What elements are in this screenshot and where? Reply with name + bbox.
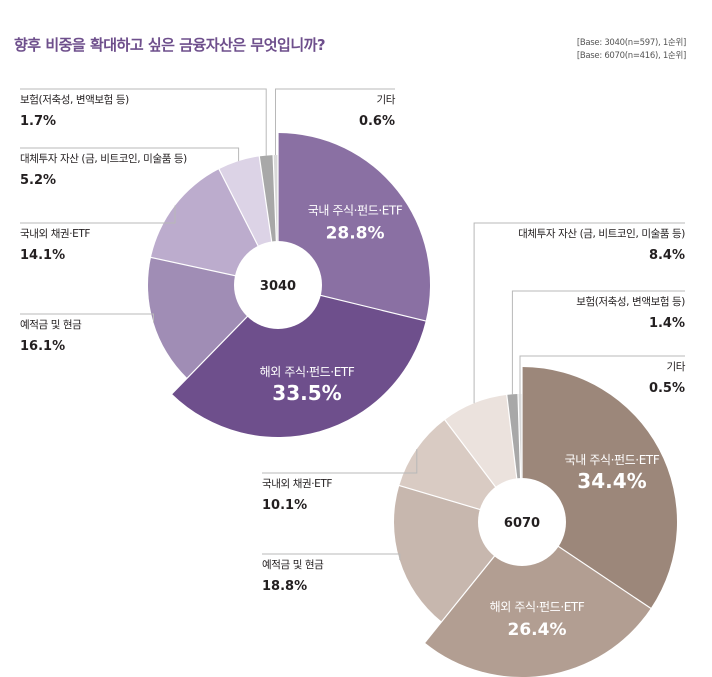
leader-line — [20, 88, 267, 156]
pie-center-label: 6070 — [504, 516, 540, 531]
slice-label-value: 0.5% — [649, 381, 685, 396]
pie-slice-6070-1 — [522, 367, 678, 609]
slice-label-name: 기타 — [376, 94, 395, 106]
slice-label-name: 보험(저축성, 변액보험 등) — [576, 296, 685, 308]
leader-line — [20, 205, 176, 224]
pie-slice-3040-2 — [171, 285, 426, 437]
donut-hole — [234, 241, 322, 329]
slice-label-name: 해외 주식·펀드·ETF — [490, 600, 585, 614]
base-note-3040: [Base: 3040(n=597), 1순위] — [576, 38, 686, 48]
pie-6070: 6070 국내 주식·펀드·ETF 34.4% 해외 주식·펀드·ETF 26.4% 예적… — [262, 222, 686, 677]
leader-line — [473, 222, 685, 404]
slice-label-name: 대체투자 자산 (금, 비트코인, 미술품 등) — [518, 228, 685, 240]
slice-label-name: 예적금 및 현금 — [262, 558, 324, 571]
slice-label-value: 8.4% — [649, 248, 685, 263]
leader-line — [511, 290, 685, 395]
leader-line — [20, 147, 240, 162]
slice-label-name: 국내 주식·펀드·ETF — [565, 453, 660, 467]
slice-label-value: 33.5% — [272, 381, 341, 405]
slice-label-name: 국내 주식·펀드·ETF — [308, 203, 403, 217]
slice-label-value: 18.8% — [262, 579, 307, 594]
slice-label-name: 국내외 채권·ETF — [262, 478, 332, 490]
slice-label-name: 예적금 및 현금 — [20, 318, 82, 331]
slice-label-name: 보험(저축성, 변액보험 등) — [20, 94, 129, 106]
slice-label-name: 국내외 채권·ETF — [20, 228, 90, 240]
slice-label-value: 26.4% — [508, 620, 567, 640]
base-note-6070: [Base: 6070(n=416), 1순위] — [576, 51, 686, 61]
slice-label-name: 해외 주식·펀드·ETF — [260, 365, 355, 379]
leader-line — [519, 355, 685, 394]
slice-label-name: 기타 — [666, 361, 685, 373]
slice-label-value: 1.7% — [20, 114, 56, 129]
slice-label-value: 0.6% — [359, 114, 395, 129]
pie-3040: 3040 국내 주식·펀드·ETF 28.8% 해외 주식·펀드·ETF 33.5% 예적… — [20, 88, 431, 437]
slice-label-value: 28.8% — [326, 223, 385, 243]
donut-hole — [478, 478, 566, 566]
slice-label-value: 16.1% — [20, 339, 65, 354]
slice-label-value: 5.2% — [20, 173, 56, 188]
pie-slice-6070-2 — [424, 522, 651, 677]
slice-label-name: 대체투자 자산 (금, 비트코인, 미술품 등) — [20, 153, 187, 165]
leader-line — [20, 313, 154, 323]
leader-line — [275, 88, 395, 155]
leader-line — [262, 553, 401, 560]
slice-label-value: 1.4% — [649, 316, 685, 331]
pie-center-label: 3040 — [260, 279, 296, 294]
chart-title: 향후 비중을 확대하고 싶은 금융자산은 무엇입니까? — [14, 36, 326, 54]
slice-label-value: 10.1% — [262, 498, 307, 513]
slice-label-value: 14.1% — [20, 248, 65, 263]
slice-label-value: 34.4% — [577, 469, 646, 493]
leader-line — [262, 449, 418, 474]
